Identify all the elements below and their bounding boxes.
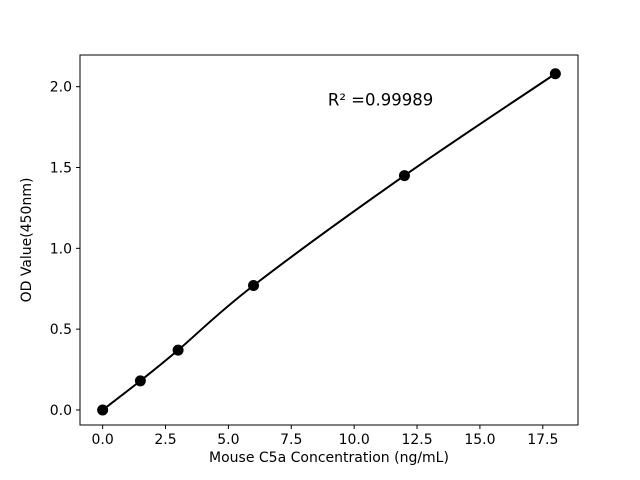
x-tick-label: 7.5: [280, 432, 302, 448]
data-point-marker: [172, 344, 184, 356]
x-tick-label: 12.5: [401, 432, 432, 448]
y-tick-label: 0.0: [50, 403, 72, 419]
data-point-marker: [97, 404, 109, 416]
data-point-marker: [398, 170, 410, 182]
x-tick-label: 2.5: [154, 432, 176, 448]
x-axis-label: Mouse C5a Concentration (ng/mL): [209, 450, 449, 466]
x-tick-label: 17.5: [527, 432, 558, 448]
plot-border: [79, 54, 579, 426]
x-tick-label: 15.0: [464, 432, 495, 448]
data-point-marker: [134, 375, 146, 387]
x-tick-label: 5.0: [217, 432, 239, 448]
data-point-marker: [549, 68, 561, 80]
data-point-marker: [248, 280, 260, 292]
x-tick-label: 10.0: [339, 432, 370, 448]
y-tick-label: 0.5: [50, 322, 72, 338]
y-axis-label: OD Value(450nm): [19, 178, 35, 303]
y-tick-label: 1.5: [50, 161, 72, 177]
x-tick-label: 0.0: [92, 432, 114, 448]
y-tick-label: 1.0: [50, 241, 72, 257]
r-squared-annotation: R² =0.99989: [328, 91, 433, 110]
y-tick-label: 2.0: [50, 80, 72, 96]
